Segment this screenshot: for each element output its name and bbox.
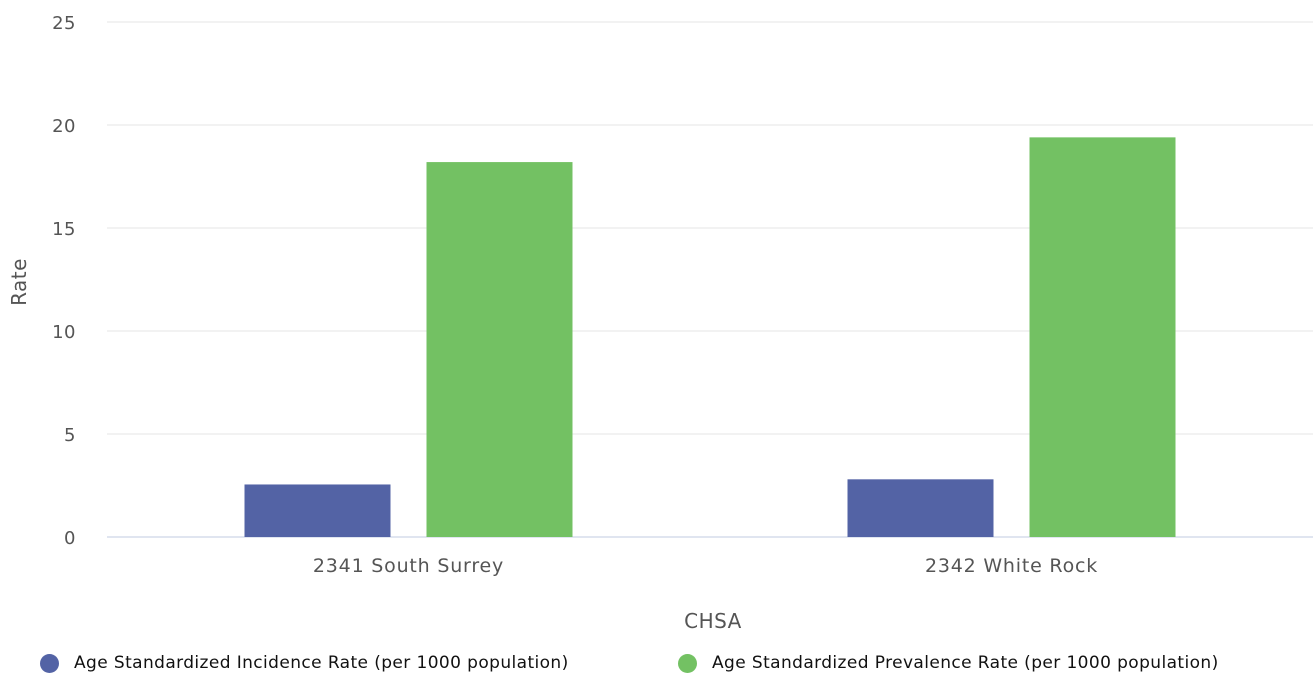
- x-tick-label: 2342 White Rock: [925, 555, 1098, 577]
- y-tick-labels: 0 5 10 15 20 25: [52, 13, 76, 549]
- bar-incidence-2[interactable]: [847, 479, 994, 537]
- x-axis-title: CHSA: [684, 609, 742, 633]
- legend: Age Standardized Incidence Rate (per 100…: [0, 651, 1313, 679]
- bar-chart: 0 5 10 15 20 25 2341 South Surrey 2342 White R…: [7, 13, 1313, 633]
- bar-prevalence-2[interactable]: [1029, 137, 1176, 538]
- legend-label-incidence: Age Standardized Incidence Rate (per 100…: [74, 653, 569, 673]
- y-tick-label: 25: [52, 13, 76, 34]
- y-tick-label: 0: [64, 528, 76, 549]
- legend-dot-prevalence-icon: [678, 653, 697, 673]
- legend-item-incidence[interactable]: Age Standardized Incidence Rate (per 100…: [40, 653, 569, 673]
- y-tick-label: 15: [52, 219, 76, 240]
- bar-incidence-1[interactable]: [244, 484, 391, 537]
- x-tick-label: 2341 South Surrey: [313, 555, 504, 577]
- legend-dot-incidence-icon: [40, 653, 59, 673]
- legend-item-prevalence[interactable]: Age Standardized Prevalence Rate (per 10…: [678, 653, 1219, 673]
- y-tick-label: 20: [52, 116, 76, 137]
- y-tick-label: 10: [52, 322, 76, 343]
- y-tick-label: 5: [64, 425, 76, 446]
- x-tick-labels: 2341 South Surrey 2342 White Rock: [313, 555, 1098, 577]
- y-axis-title: Rate: [7, 258, 31, 306]
- bar-prevalence-1[interactable]: [426, 162, 573, 537]
- legend-label-prevalence: Age Standardized Prevalence Rate (per 10…: [712, 653, 1219, 673]
- bars[interactable]: [244, 137, 1176, 538]
